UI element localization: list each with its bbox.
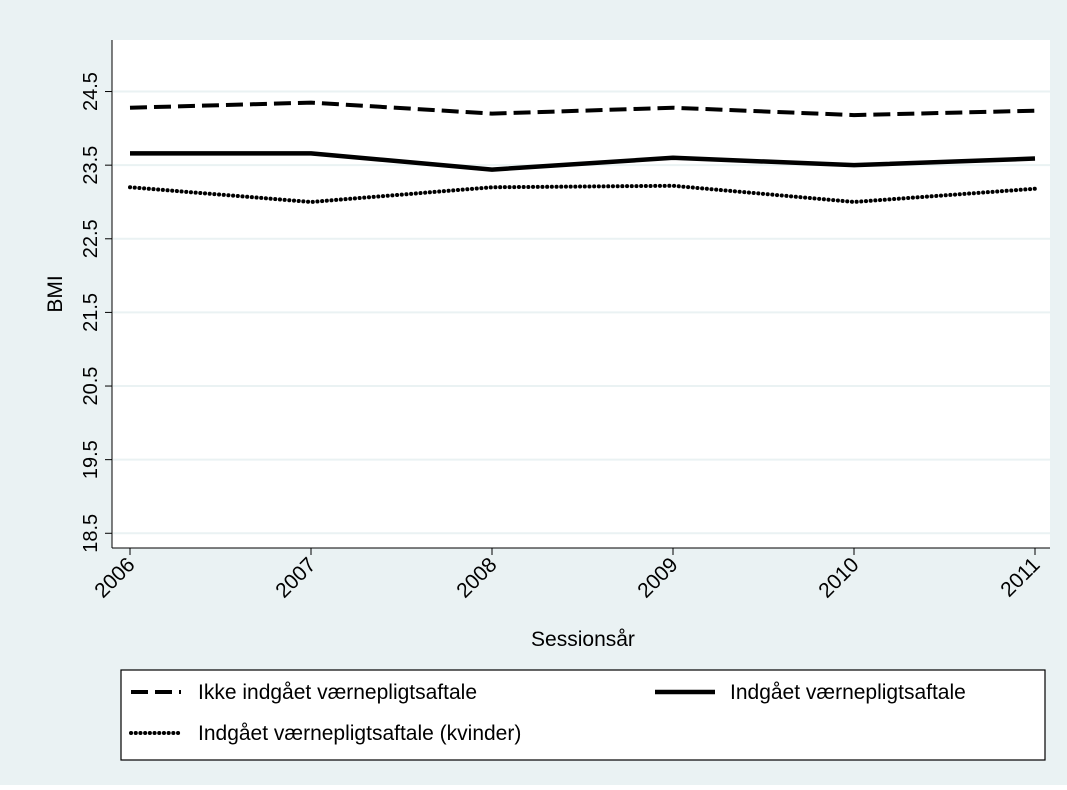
legend-label: Indgået værnepligtsaftale xyxy=(730,681,966,704)
legend-item: Indgået værnepligtsaftale xyxy=(655,681,966,704)
series-line-3 xyxy=(128,183,1037,204)
series-1-point xyxy=(491,113,493,115)
y-ticks: 18.5 19.5 20.5 21.5 22.5 23.5 24.5 xyxy=(80,72,112,553)
x-axis-title: Sessionsår xyxy=(531,628,635,651)
series-1-point xyxy=(129,107,131,109)
series-2-point xyxy=(672,157,674,159)
series-line-2 xyxy=(130,151,1036,172)
y-tick-label: 20.5 xyxy=(80,367,102,406)
series-1-point xyxy=(672,107,674,109)
series-1-point xyxy=(853,114,855,116)
y-axis-title: BMI xyxy=(44,275,67,312)
y-tick-label: 21.5 xyxy=(80,293,102,332)
y-tick-label: 24.5 xyxy=(80,72,102,111)
y-tick-label: 22.5 xyxy=(80,219,102,258)
series-3-point xyxy=(672,185,674,187)
legend-label: Indgået værnepligtsaftale (kvinder) xyxy=(198,722,521,745)
y-tick-label: 19.5 xyxy=(80,440,102,479)
series-3-point xyxy=(1034,188,1036,190)
plot-area xyxy=(112,40,1050,548)
series-3-point xyxy=(491,186,493,188)
series xyxy=(128,100,1037,204)
series-2-point xyxy=(310,153,312,155)
series-1-point xyxy=(310,102,312,104)
legend: Ikke indgået værnepligtsaftale Indgået væ… xyxy=(120,669,1046,761)
legend-label: Ikke indgået værnepligtsaftale xyxy=(198,681,477,704)
series-3-point xyxy=(310,201,312,203)
y-tick-label: 18.5 xyxy=(80,514,102,553)
series-3-point xyxy=(129,186,131,188)
y-tick-label: 23.5 xyxy=(80,146,102,185)
series-1-point xyxy=(1034,110,1036,112)
legend-items: Ikke indgået værnepligtsaftale Indgået væ… xyxy=(129,681,966,745)
series-line-1 xyxy=(129,100,1036,118)
series-2-point xyxy=(853,164,855,166)
series-3-point xyxy=(853,201,855,203)
legend-item: Indgået værnepligtsaftale (kvinder) xyxy=(129,722,521,745)
series-2-point xyxy=(1034,158,1036,160)
legend-item: Ikke indgået værnepligtsaftale xyxy=(131,681,477,704)
series-2-point xyxy=(129,153,131,155)
legend-box xyxy=(120,669,1046,761)
axes xyxy=(111,40,1050,549)
series-2-point xyxy=(491,169,493,171)
